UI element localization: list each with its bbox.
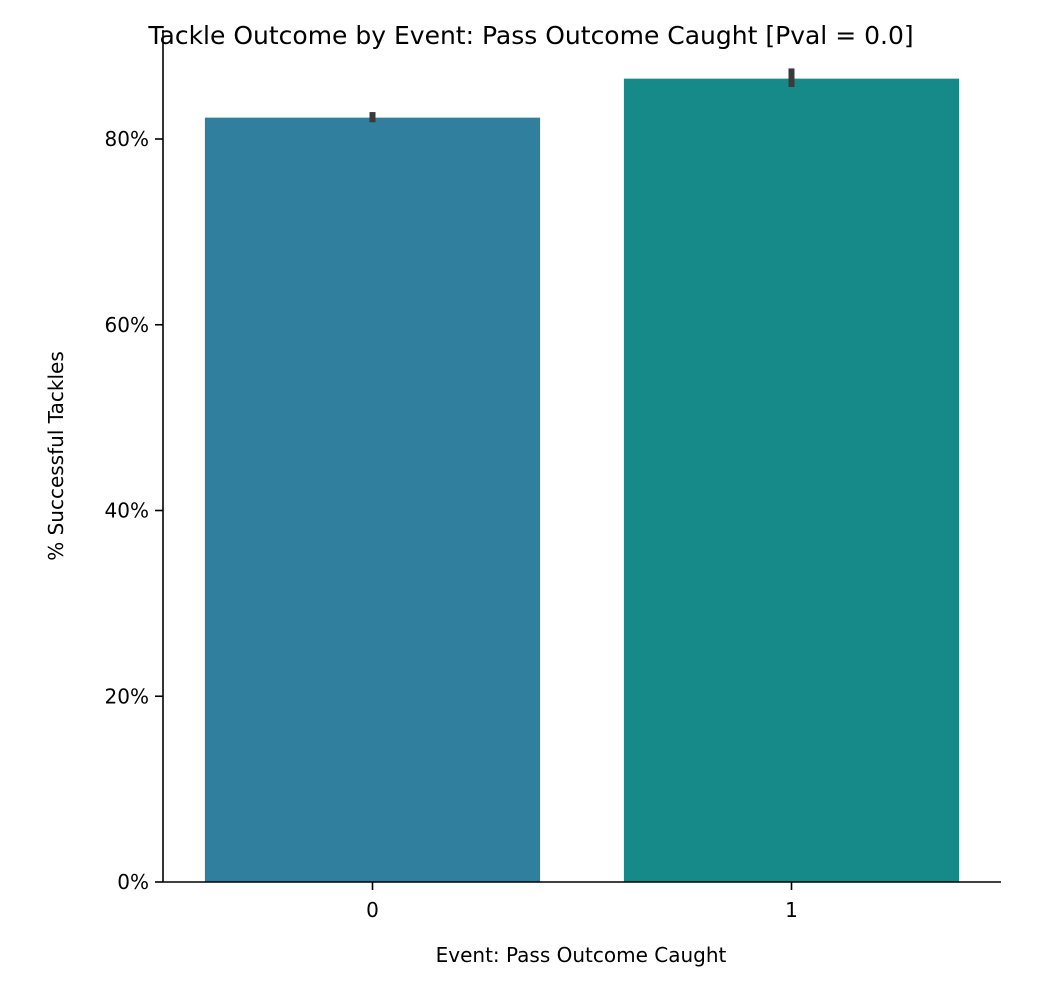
x-axis-label: Event: Pass Outcome Caught (436, 943, 727, 967)
y-ticks: 0% 20% 40% 60% 80% (105, 127, 163, 894)
x-tick-label-1: 1 (785, 898, 798, 922)
error-bars (369, 68, 795, 123)
chart-title: Tackle Outcome by Event: Pass Outcome Ca… (147, 21, 913, 50)
bar-1 (623, 78, 960, 883)
y-tick-label: 80% (105, 127, 149, 151)
y-tick-label: 60% (105, 313, 149, 337)
bar-0 (204, 117, 541, 883)
y-axis-label: % Successful Tackles (44, 351, 68, 561)
x-tick-label-0: 0 (366, 898, 379, 922)
y-tick-label: 40% (105, 499, 149, 523)
bars (204, 78, 960, 883)
y-tick-label: 0% (117, 870, 149, 894)
y-tick-label: 20% (105, 684, 149, 708)
